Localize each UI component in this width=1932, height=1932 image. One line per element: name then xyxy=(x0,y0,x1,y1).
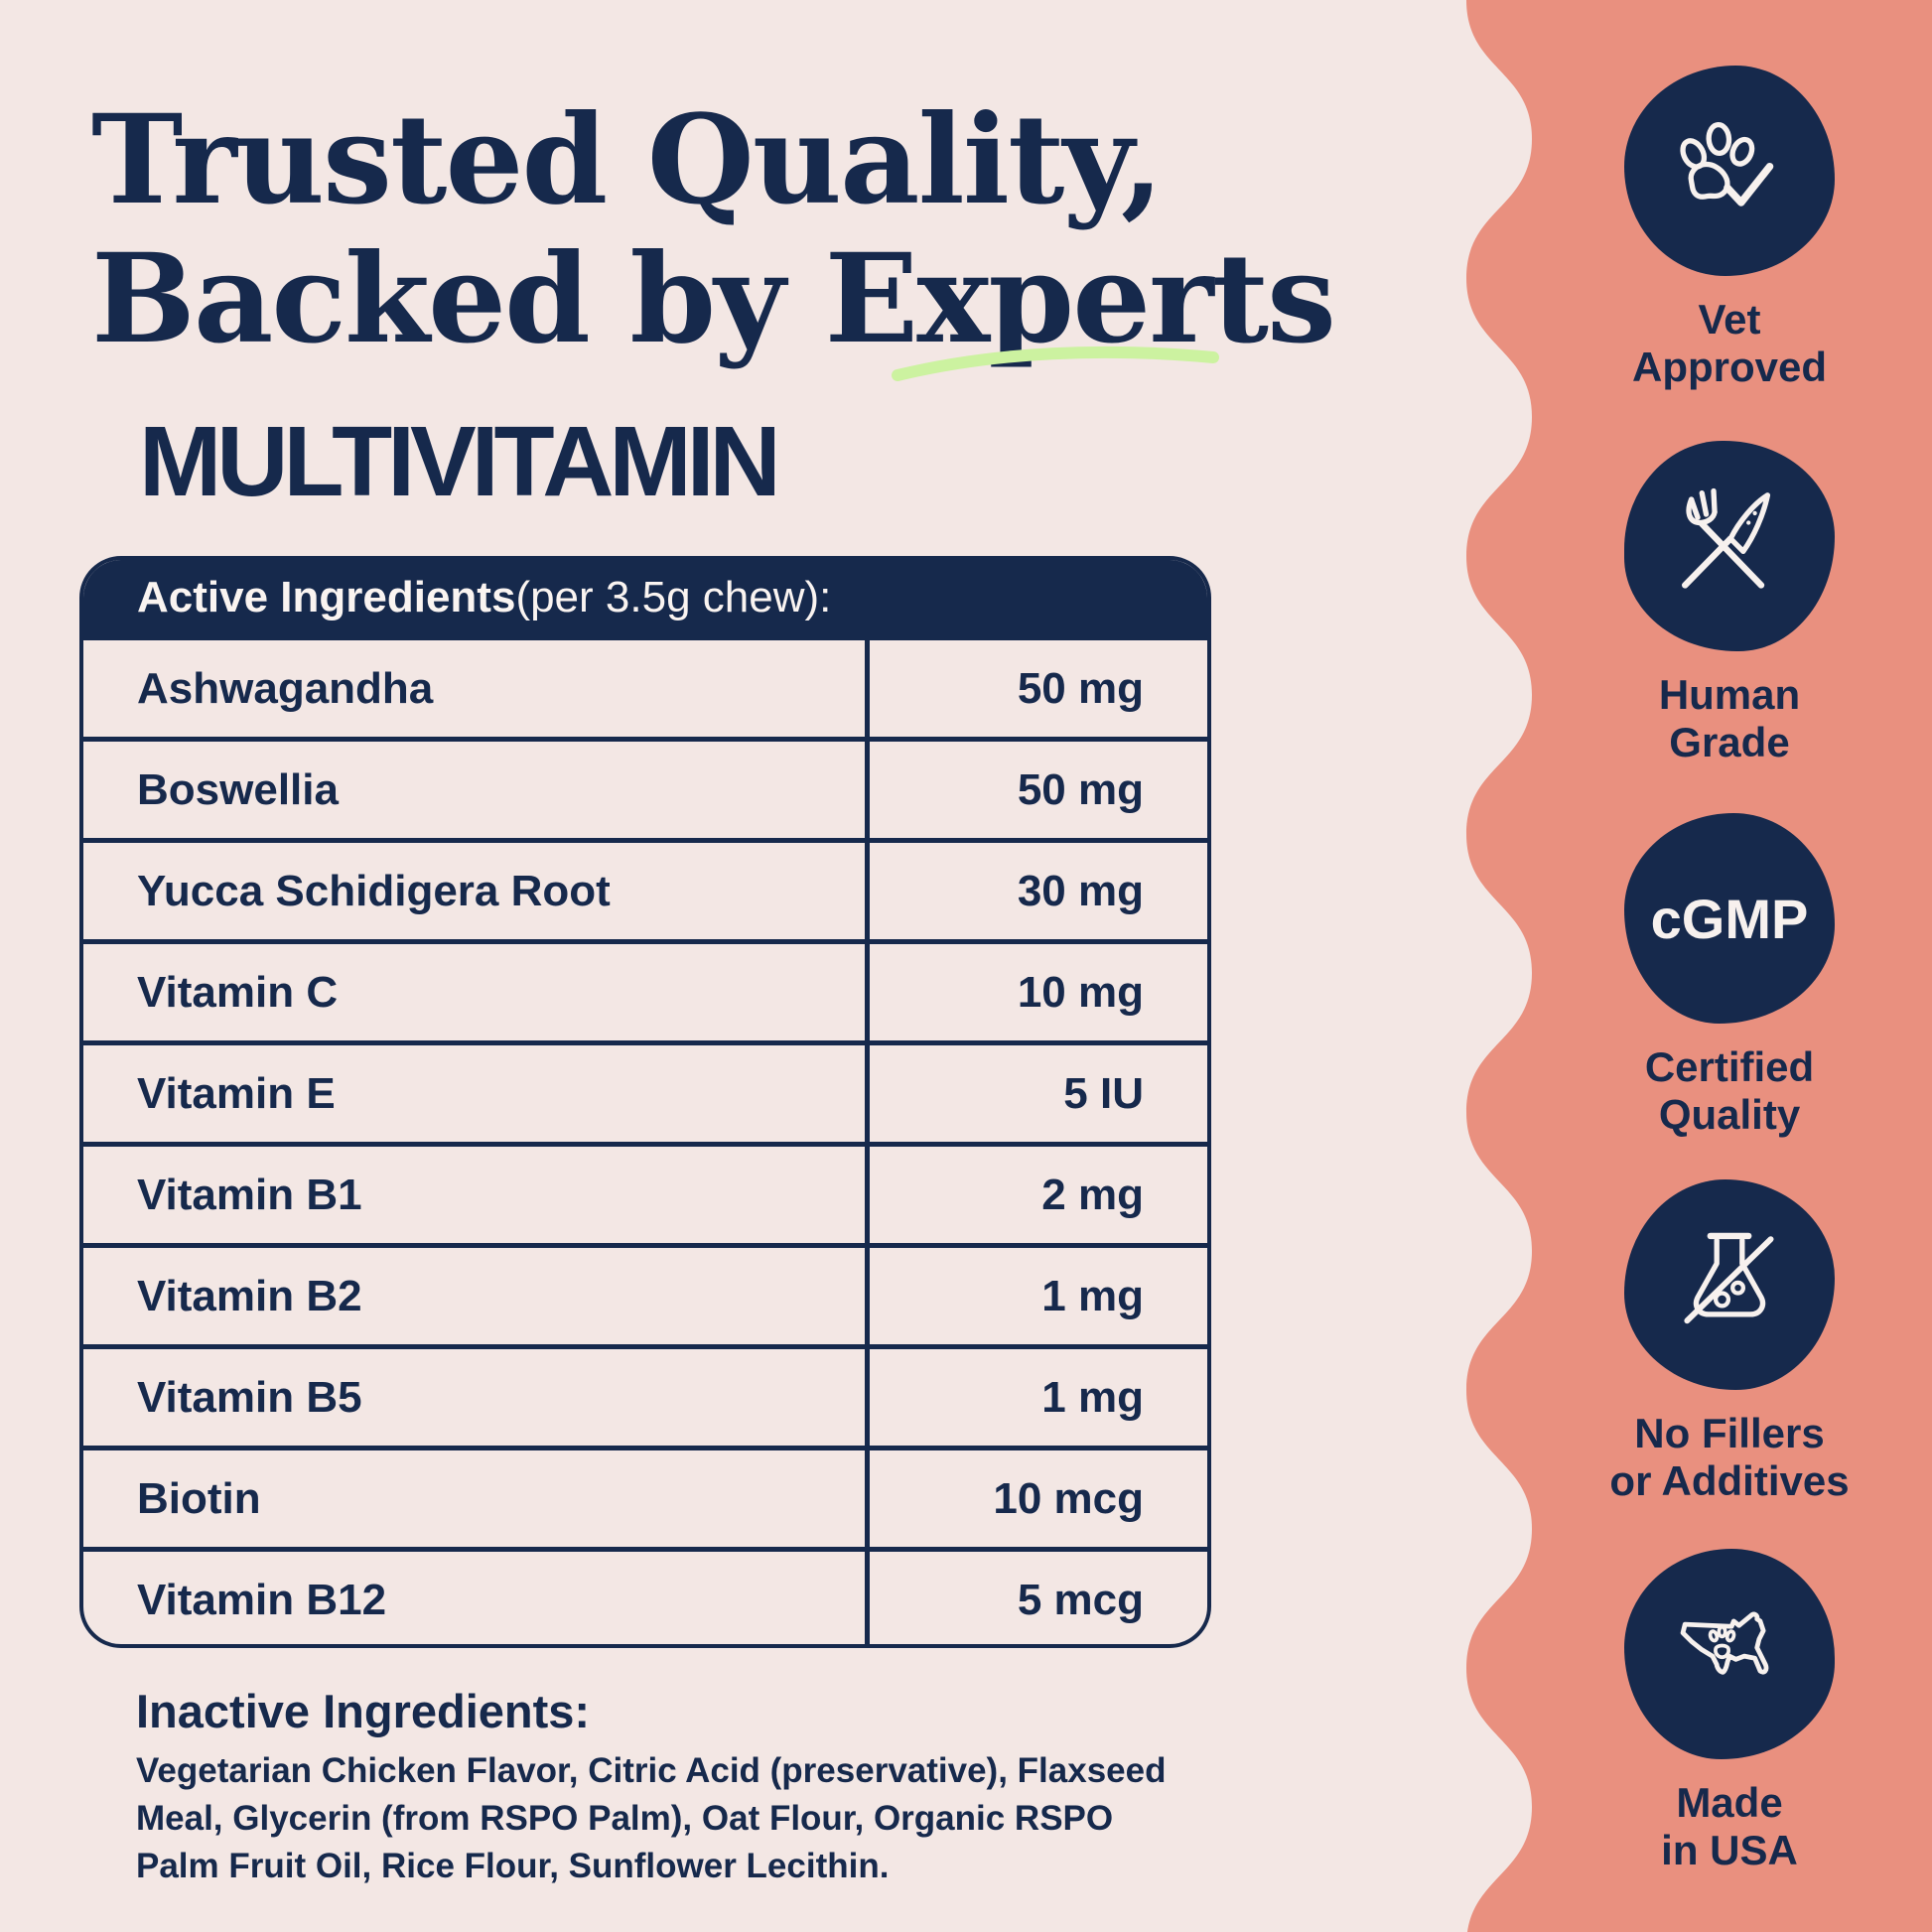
table-row: Vitamin B5 1 mg xyxy=(83,1344,1207,1446)
badge-label-line: No Fillers xyxy=(1634,1410,1825,1456)
ingredient-name: Ashwagandha xyxy=(137,663,434,713)
table-row: Yucca Schidigera Root 30 mg xyxy=(83,838,1207,939)
inactive-ingredients-text: Vegetarian Chicken Flavor, Citric Acid (… xyxy=(136,1747,1166,1890)
table-row: Vitamin E 5 IU xyxy=(83,1040,1207,1142)
page-title-line2: Backed by Experts xyxy=(91,227,1336,371)
badge-label-line: Made xyxy=(1676,1779,1783,1826)
human-grade-badge: Human Grade xyxy=(1561,441,1898,766)
ingredient-amount: 10 mg xyxy=(865,944,1207,1040)
badge-label: Human Grade xyxy=(1561,671,1898,766)
badge-label: No Fillers or Additives xyxy=(1561,1410,1898,1505)
badge-blob: cGMP xyxy=(1624,813,1835,1024)
ingredient-name: Vitamin B12 xyxy=(137,1575,387,1624)
badge-label-line: in USA xyxy=(1661,1827,1798,1873)
inactive-line: Meal, Glycerin (from RSPO Palm), Oat Flo… xyxy=(136,1799,1114,1838)
badge-label: Made in USA xyxy=(1561,1779,1898,1874)
badge-label: Certified Quality xyxy=(1561,1043,1898,1139)
badge-label: Vet Approved xyxy=(1561,296,1898,391)
ingredient-amount: 5 mcg xyxy=(865,1552,1207,1644)
ingredient-name: Yucca Schidigera Root xyxy=(137,866,611,915)
cgmp-icon: cGMP xyxy=(1650,887,1809,950)
ingredient-amount: 30 mg xyxy=(865,843,1207,939)
ingredient-name: Boswellia xyxy=(137,764,339,814)
active-ingredients-table: Active Ingredients (per 3.5g chew): Ashw… xyxy=(79,556,1211,1648)
ingredient-amount: 1 mg xyxy=(865,1349,1207,1446)
vet-approved-badge: Vet Approved xyxy=(1561,66,1898,391)
ingredient-name: Vitamin E xyxy=(137,1068,336,1118)
table-row: Vitamin C 10 mg xyxy=(83,939,1207,1040)
ingredient-name: Vitamin C xyxy=(137,967,339,1017)
table-row: Vitamin B2 1 mg xyxy=(83,1243,1207,1344)
ingredient-name: Biotin xyxy=(137,1473,261,1523)
paw-check-icon xyxy=(1680,121,1774,207)
table-row: Vitamin B1 2 mg xyxy=(83,1142,1207,1243)
fork-knife-icon xyxy=(1682,487,1771,589)
usa-map-paw-icon xyxy=(1680,1611,1769,1675)
badge-label-line: Approved xyxy=(1631,344,1827,390)
table-header-subtitle: (per 3.5g chew): xyxy=(515,573,832,621)
ingredient-amount: 1 mg xyxy=(865,1248,1207,1344)
ingredient-name: Vitamin B5 xyxy=(137,1372,362,1422)
badge-blob xyxy=(1624,66,1835,276)
badge-label-line: Quality xyxy=(1658,1091,1801,1138)
cgmp-badge: cGMP Certified Quality xyxy=(1561,813,1898,1139)
badge-blob xyxy=(1624,441,1835,651)
ingredient-name: Vitamin B1 xyxy=(137,1170,362,1219)
ingredient-amount: 2 mg xyxy=(865,1147,1207,1243)
ingredient-amount: 5 IU xyxy=(865,1045,1207,1142)
badge-label-line: Grade xyxy=(1669,719,1790,765)
ingredient-amount: 50 mg xyxy=(865,640,1207,737)
badge-label-line: Vet xyxy=(1698,296,1761,343)
table-row: Boswellia 50 mg xyxy=(83,737,1207,838)
flask-slash-icon xyxy=(1684,1232,1774,1324)
no-fillers-badge: No Fillers or Additives xyxy=(1561,1179,1898,1505)
table-row: Biotin 10 mcg xyxy=(83,1446,1207,1547)
product-heading: MULTIVITAMIN xyxy=(139,406,781,517)
ingredient-amount: 10 mcg xyxy=(865,1450,1207,1547)
inactive-line: Palm Fruit Oil, Rice Flour, Sunflower Le… xyxy=(136,1847,890,1885)
table-header: Active Ingredients (per 3.5g chew): xyxy=(83,560,1207,635)
ingredient-name: Vitamin B2 xyxy=(137,1271,362,1320)
table-row: Vitamin B12 5 mcg xyxy=(83,1547,1207,1644)
green-underline-swoosh xyxy=(892,345,1219,381)
badge-label-line: or Additives xyxy=(1609,1457,1850,1504)
table-header-title: Active Ingredients xyxy=(137,573,516,621)
page-title-line1: Trusted Quality, xyxy=(91,88,1164,232)
badge-blob xyxy=(1624,1179,1835,1390)
made-in-usa-badge: Made in USA xyxy=(1561,1549,1898,1874)
table-row: Ashwagandha 50 mg xyxy=(83,635,1207,737)
ingredient-amount: 50 mg xyxy=(865,742,1207,838)
inactive-line: Vegetarian Chicken Flavor, Citric Acid (… xyxy=(136,1751,1167,1790)
inactive-ingredients-heading: Inactive Ingredients: xyxy=(136,1685,591,1737)
badge-label-line: Human xyxy=(1658,671,1801,718)
badge-blob xyxy=(1624,1549,1835,1759)
badge-label-line: Certified xyxy=(1644,1043,1815,1090)
